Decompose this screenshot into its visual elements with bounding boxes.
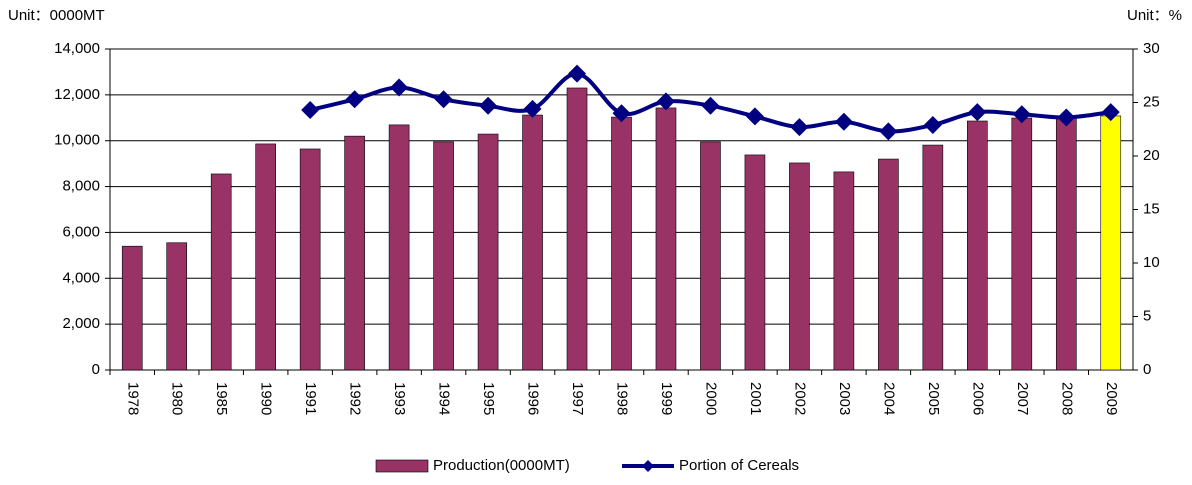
- x-tick-label: 1996: [525, 382, 542, 415]
- bar: [655, 107, 677, 371]
- x-tick-label: 2006: [969, 382, 986, 415]
- line-marker: [968, 103, 987, 122]
- y-tick-label: 10,000: [54, 132, 100, 149]
- bar: [967, 120, 988, 371]
- legend-label: Production(0000MT): [433, 457, 570, 474]
- y-tick-label: 8,000: [62, 178, 100, 195]
- x-tick-label: 2000: [702, 382, 719, 415]
- bar: [210, 173, 232, 371]
- bar: [789, 162, 810, 371]
- y-tick-label: 12,000: [54, 86, 100, 103]
- line-marker: [1012, 105, 1031, 124]
- y2-tick-label: 5: [1143, 307, 1151, 324]
- bar: [566, 87, 588, 371]
- x-tick-label: 2001: [747, 382, 764, 415]
- bar: [700, 141, 721, 371]
- left-unit: Unit：0000MT: [8, 7, 105, 24]
- bar: [1055, 117, 1077, 371]
- bar: [477, 133, 499, 371]
- line-marker: [701, 96, 720, 115]
- bar: [744, 154, 766, 371]
- line-marker: [923, 115, 942, 134]
- x-tick-label: 2003: [836, 382, 853, 415]
- y-tick-label: 6,000: [62, 223, 100, 240]
- bar: [121, 245, 143, 371]
- x-tick-label: 1993: [391, 382, 408, 415]
- bar: [1011, 117, 1033, 371]
- line-marker: [745, 107, 764, 126]
- legend-label: Portion of Cereals: [679, 457, 799, 474]
- bar: [299, 148, 321, 371]
- line-marker: [879, 122, 898, 141]
- line-marker: [612, 104, 631, 123]
- line-marker: [656, 92, 675, 111]
- bar: [255, 143, 276, 371]
- x-tick-label: 1997: [569, 382, 586, 415]
- x-tick-label: 1990: [258, 382, 275, 415]
- x-tick-label: 2007: [1014, 382, 1031, 415]
- y2-tick-label: 25: [1143, 93, 1160, 110]
- bar: [878, 158, 899, 371]
- x-tick-label: 1985: [213, 382, 230, 415]
- x-tick-label: 1994: [436, 382, 453, 415]
- x-tick-label: 2002: [791, 382, 808, 415]
- bar: [611, 116, 632, 371]
- y2-tick-label: 30: [1143, 40, 1160, 57]
- legend-marker: [642, 460, 654, 472]
- bar: [922, 144, 944, 371]
- bar: [522, 114, 543, 371]
- x-tick-label: 1991: [302, 382, 319, 415]
- bar: [344, 135, 365, 371]
- y2-tick-label: 0: [1143, 361, 1151, 378]
- y-tick-label: 14,000: [54, 40, 100, 57]
- line-marker: [1101, 103, 1120, 122]
- line-marker: [301, 100, 320, 119]
- bar: [166, 242, 188, 371]
- line-marker: [790, 118, 809, 137]
- x-tick-label: 2009: [1103, 382, 1120, 415]
- y-tick-label: 4,000: [62, 269, 100, 286]
- bar: [433, 141, 454, 371]
- y2-tick-label: 20: [1143, 147, 1160, 164]
- x-tick-label: 2008: [1058, 382, 1075, 415]
- line-marker: [390, 78, 409, 97]
- line-marker: [479, 96, 498, 115]
- x-tick-label: 1992: [347, 382, 364, 415]
- right-unit: Unit：%: [1127, 7, 1182, 24]
- line-marker: [345, 90, 364, 109]
- x-tick-label: 1978: [124, 382, 141, 415]
- x-tick-label: 1998: [614, 382, 631, 415]
- x-tick-label: 2005: [925, 382, 942, 415]
- line-marker: [1057, 108, 1076, 127]
- y2-tick-label: 10: [1143, 254, 1160, 271]
- y-tick-label: 0: [92, 361, 100, 378]
- line-marker: [834, 112, 853, 131]
- y-tick-label: 2,000: [62, 315, 100, 332]
- line-marker: [568, 64, 587, 83]
- line-marker: [434, 90, 453, 109]
- legend-swatch: [375, 459, 429, 473]
- x-tick-label: 1980: [169, 382, 186, 415]
- x-tick-label: 1999: [658, 382, 675, 415]
- x-tick-label: 2004: [880, 382, 897, 415]
- x-tick-label: 1995: [480, 382, 497, 415]
- y2-tick-label: 15: [1143, 200, 1160, 217]
- line-marker: [523, 99, 542, 118]
- bar: [1100, 115, 1122, 371]
- bar: [388, 124, 410, 371]
- bar: [833, 171, 855, 371]
